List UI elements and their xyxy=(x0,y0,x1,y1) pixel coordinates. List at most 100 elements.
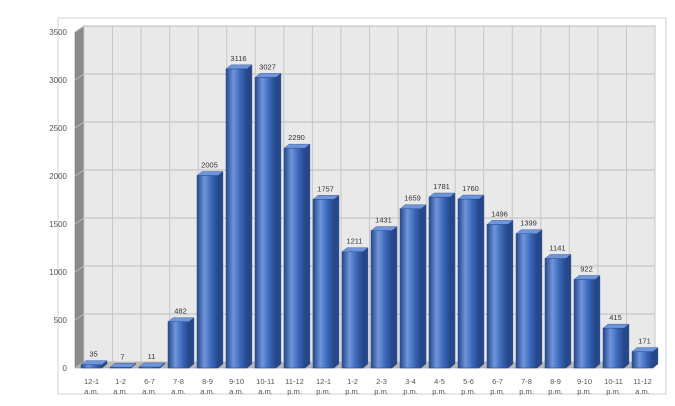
bar-side xyxy=(478,194,485,369)
bar xyxy=(428,196,451,369)
x-tick-label: 4-5 xyxy=(434,377,445,386)
data-label: 2005 xyxy=(201,161,218,170)
data-label: 171 xyxy=(638,337,651,346)
x-tick-sublabel: a.m. xyxy=(200,387,215,396)
x-tick-sublabel: a.m. xyxy=(258,387,273,396)
bar-side xyxy=(333,194,340,369)
bar xyxy=(544,258,567,369)
y-tick-label: 2000 xyxy=(49,172,67,181)
bar-side xyxy=(623,323,630,369)
x-tick-label: 11-12 xyxy=(633,377,652,386)
chart-border xyxy=(57,17,667,395)
x-tick-sublabel: a.m. xyxy=(142,387,157,396)
bar-top xyxy=(515,229,543,234)
bar-top xyxy=(399,204,427,209)
data-label: 1659 xyxy=(404,194,421,203)
y-tick-label: 500 xyxy=(54,316,68,325)
bar-top xyxy=(428,192,456,198)
x-tick-label: 2-3 xyxy=(376,377,387,386)
bar-top xyxy=(283,143,311,149)
bar-side xyxy=(536,229,543,369)
bar xyxy=(196,175,219,369)
bar-side xyxy=(304,143,311,369)
bar-side xyxy=(362,247,369,369)
bar xyxy=(80,364,103,369)
bar xyxy=(457,198,480,369)
bar xyxy=(312,199,335,369)
bar-side xyxy=(594,275,601,369)
data-label: 3027 xyxy=(259,62,276,71)
data-label: 1781 xyxy=(433,182,450,191)
data-label: 35 xyxy=(89,350,97,359)
x-tick-sublabel: a.m. xyxy=(171,387,186,396)
x-tick-sublabel: a.m. xyxy=(113,387,128,396)
bar-top xyxy=(602,323,630,329)
data-label: 1757 xyxy=(317,184,334,193)
x-tick-label: 5-6 xyxy=(463,377,474,386)
bar-top xyxy=(138,362,166,368)
data-label: 1141 xyxy=(549,243,565,252)
gridline-diag xyxy=(74,361,85,369)
x-tick-label: 11-12 xyxy=(285,377,304,386)
x-tick-label: 6-7 xyxy=(144,377,155,386)
x-tick-label: 12-1 xyxy=(316,377,331,386)
bar-top xyxy=(544,254,572,259)
bar-top xyxy=(167,317,195,322)
data-label: 415 xyxy=(609,313,622,322)
x-tick-sublabel: p.m. xyxy=(606,387,621,396)
bar xyxy=(167,321,190,369)
x-axis: 12-1a.m.1-2a.m.6-7a.m.7-8a.m.8-9a.m.9-10… xyxy=(84,377,652,396)
x-tick-sublabel: p.m. xyxy=(548,387,563,396)
y-tick-label: 0 xyxy=(63,364,68,373)
x-tick-label: 8-9 xyxy=(202,377,213,386)
gridline-diag xyxy=(74,73,85,81)
gridline-diag xyxy=(74,121,85,129)
bar-side xyxy=(507,219,514,369)
x-tick-label: 7-8 xyxy=(521,377,532,386)
y-tick-label: 1000 xyxy=(49,268,67,277)
gridline-diag xyxy=(74,265,85,273)
data-label: 1431 xyxy=(375,216,392,225)
x-tick-sublabel: p.m. xyxy=(432,387,447,396)
bar-top xyxy=(196,171,224,176)
bar-top xyxy=(225,64,253,70)
data-labels: 35 7 11 482 2005 3116 3027 2290 1757 1211 1431 1659… xyxy=(89,54,650,361)
x-tick-label: 1-2 xyxy=(115,377,126,386)
y-tick-label: 2500 xyxy=(49,124,67,133)
bar-top xyxy=(486,220,514,225)
y-axis: 0 500 1000 1500 2000 2500 3000 3500 xyxy=(49,28,67,373)
x-tick-label: 8-9 xyxy=(550,377,561,386)
x-tick-sublabel: p.m. xyxy=(490,387,505,396)
bar xyxy=(515,233,538,369)
data-label: 1496 xyxy=(491,209,508,218)
x-tick-sublabel: p.m. xyxy=(345,387,360,396)
bar xyxy=(602,327,625,369)
data-label: 1760 xyxy=(462,184,479,193)
x-tick-label: 9-10 xyxy=(577,377,592,386)
x-tick-sublabel: a.m. xyxy=(229,387,244,396)
data-label: 1399 xyxy=(520,219,537,228)
x-tick-label: 10-11 xyxy=(256,377,275,386)
x-tick-label: 12-1 xyxy=(84,377,99,386)
x-tick-label: 6-7 xyxy=(492,377,503,386)
bar-top xyxy=(457,194,485,200)
x-tick-sublabel: a.m. xyxy=(84,387,99,396)
x-tick-label: 3-4 xyxy=(405,377,416,386)
gridline-diag xyxy=(74,217,85,225)
bars xyxy=(80,64,659,369)
bar xyxy=(283,147,306,369)
gridline-diag xyxy=(74,25,85,33)
x-tick-sublabel: a.m. xyxy=(635,387,650,396)
data-label: 11 xyxy=(148,352,156,361)
x-tick-sublabel: p.m. xyxy=(374,387,389,396)
y-tick-label: 3500 xyxy=(49,28,67,37)
bar-side xyxy=(565,254,572,369)
x-tick-sublabel: p.m. xyxy=(287,387,302,396)
data-label: 2290 xyxy=(288,133,305,142)
x-tick-sublabel: p.m. xyxy=(403,387,418,396)
gridline-diag xyxy=(74,313,85,321)
x-tick-label: 1-2 xyxy=(347,377,358,386)
x-tick-label: 9-10 xyxy=(229,377,244,386)
data-label: 482 xyxy=(174,307,187,316)
